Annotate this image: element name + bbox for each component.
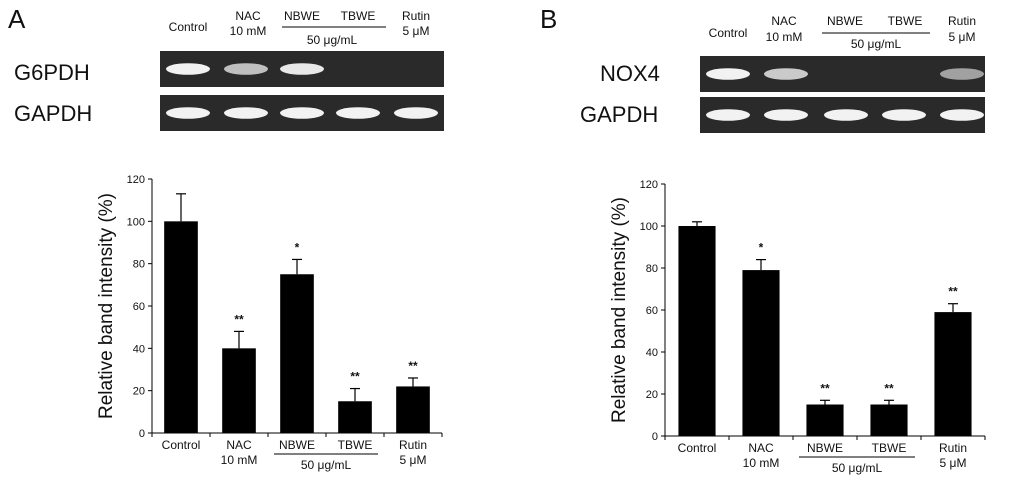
gel-a-row-2-band-3 — [280, 107, 324, 119]
gel-a-lane-5-label: Rutin — [402, 9, 430, 23]
gel-b-row-2 — [700, 97, 985, 133]
gel-a-row-2-band-1 — [166, 107, 210, 119]
gel-b-row-2-band-2 — [764, 109, 808, 121]
chart-a-significance-2: ** — [234, 312, 244, 326]
gel-a-group-label: 50 μg/mL — [307, 33, 358, 47]
chart-a-y-axis-label: Relative band intensity (%) — [96, 193, 117, 419]
chart-a-category-2: NAC — [226, 438, 252, 452]
gel-a-row-2 — [160, 95, 444, 131]
chart-b-y-axis-label: Relative band intensity (%) — [609, 197, 630, 423]
panel-b: B Control NAC 10 mM NBWE TBWE 50 μg/mL R… — [540, 4, 986, 475]
chart-a-ytick-label-2: 40 — [133, 343, 145, 355]
chart-a-category-sublabel-2: 10 mM — [221, 453, 258, 467]
gel-a-row-1-band-2 — [224, 63, 268, 75]
chart-a-ytick-label-3: 60 — [133, 301, 145, 313]
gel-b-row-2-band-1 — [706, 109, 750, 121]
gel-b-lane-2-sublabel: 10 mM — [766, 30, 803, 44]
gel-a-lane-5-sublabel: 5 μM — [403, 24, 430, 38]
chart-b-significance-5: ** — [948, 285, 958, 299]
chart-b-group-label: 50 μg/mL — [832, 461, 883, 475]
chart-b-ytick-label-4: 80 — [646, 263, 658, 275]
gel-b-row-1-label: NOX4 — [600, 61, 660, 86]
chart-b-category-sublabel-5: 5 μM — [940, 456, 967, 470]
gel-a-row-2-band-4 — [336, 107, 380, 119]
panel-b-letter: B — [540, 4, 557, 34]
gel-b-group-label: 50 μg/mL — [851, 37, 902, 51]
gel-a-lane-2-sublabel: 10 mM — [230, 24, 267, 38]
gel-b-row-1-band-5 — [940, 68, 984, 80]
chart-b-significance-3: ** — [820, 381, 830, 395]
chart-b-category-3: NBWE — [807, 441, 843, 455]
gel-a-row-2-label: GAPDH — [14, 101, 92, 126]
chart-b: 0 20 40 60 80 100 120 Relative band intensity (… — [609, 179, 986, 475]
gel-b-row-2-band-3 — [824, 109, 868, 121]
chart-b-category-sublabel-2: 10 mM — [743, 456, 780, 470]
chart-a-significance-5: ** — [408, 359, 418, 373]
panel-a-letter: A — [8, 4, 26, 34]
gel-a-row-1-band-1 — [166, 63, 210, 75]
chart-a: 0 20 40 60 80 100 120 Relative band intensity (… — [96, 174, 443, 472]
chart-a-bar-1 — [164, 221, 198, 433]
chart-b-bar-4 — [870, 404, 908, 436]
chart-a-category-5: Rutin — [399, 438, 427, 452]
chart-b-ytick-label-0: 0 — [652, 431, 658, 443]
chart-a-bar-5 — [396, 386, 430, 433]
gel-b-row-2-label: GAPDH — [580, 102, 658, 127]
chart-b-category-2: NAC — [748, 441, 774, 455]
gel-a-row-1-band-3 — [280, 63, 324, 75]
chart-a-category-3: NBWE — [279, 438, 315, 452]
chart-b-bar-3 — [806, 404, 844, 436]
chart-b-category-4: TBWE — [872, 441, 907, 455]
gel-a-lane-4-label: TBWE — [341, 9, 376, 23]
chart-a-category-1: Control — [162, 438, 201, 452]
chart-b-category-1: Control — [678, 441, 717, 455]
chart-b-ytick-label-2: 40 — [646, 347, 658, 359]
chart-b-ytick-label-1: 20 — [646, 389, 658, 401]
panel-a-gel-headers: Control NAC 10 mM NBWE TBWE 50 μg/mL Rut… — [169, 9, 430, 47]
chart-a-ytick-label-4: 80 — [133, 259, 145, 271]
gel-b-row-2-band-5 — [940, 109, 984, 121]
chart-a-category-4: TBWE — [338, 438, 373, 452]
gel-b-row-1 — [700, 56, 985, 92]
gel-a-lane-3-label: NBWE — [284, 9, 320, 23]
gel-b-row-1-band-2 — [764, 68, 808, 80]
gel-b-lane-3-label: NBWE — [827, 14, 863, 28]
chart-b-ytick-label-3: 60 — [646, 305, 658, 317]
panel-a: A Control NAC 10 mM NBWE TBWE 50 μg/mL R… — [8, 4, 444, 472]
chart-a-category-sublabel-5: 5 μM — [400, 453, 427, 467]
gel-b-row-1-band-1 — [706, 68, 750, 80]
gel-b-lane-2-label: NAC — [771, 14, 797, 28]
gel-b-lane-5-sublabel: 5 μM — [949, 30, 976, 44]
gel-b-lane-1-label: Control — [709, 26, 748, 40]
panel-b-gel-headers: Control NAC 10 mM NBWE TBWE 50 μg/mL Rut… — [709, 14, 976, 51]
chart-a-significance-3: * — [295, 240, 300, 254]
chart-b-significance-4: ** — [884, 381, 894, 395]
chart-a-significance-4: ** — [350, 370, 360, 384]
chart-a-ytick-label-6: 120 — [127, 174, 145, 186]
chart-a-ytick-label-5: 100 — [127, 216, 145, 228]
chart-b-ytick-label-5: 100 — [640, 221, 658, 233]
chart-b-bar-5 — [934, 312, 972, 436]
gel-b-row-2-band-4 — [882, 109, 926, 121]
gel-a-row-2-band-2 — [224, 107, 268, 119]
chart-b-bar-2 — [742, 270, 780, 436]
chart-a-bar-4 — [338, 401, 372, 433]
chart-a-group-label: 50 μg/mL — [301, 458, 352, 472]
chart-a-bar-3 — [280, 274, 314, 433]
chart-a-ytick-label-0: 0 — [139, 428, 145, 440]
gel-a-row-1 — [160, 51, 444, 87]
gel-a-row-2-band-5 — [394, 107, 438, 119]
chart-b-category-5: Rutin — [939, 441, 967, 455]
chart-b-significance-2: * — [759, 241, 764, 255]
gel-a-lane-2-label: NAC — [235, 9, 261, 23]
chart-a-ytick-label-1: 20 — [133, 386, 145, 398]
gel-b-lane-4-label: TBWE — [888, 14, 923, 28]
chart-b-ytick-label-6: 120 — [640, 179, 658, 191]
gel-a-lane-1-label: Control — [169, 20, 208, 34]
chart-a-bar-2 — [222, 348, 256, 433]
chart-b-bar-1 — [678, 226, 716, 436]
gel-b-lane-5-label: Rutin — [948, 14, 976, 28]
gel-a-row-1-label: G6PDH — [14, 60, 90, 85]
